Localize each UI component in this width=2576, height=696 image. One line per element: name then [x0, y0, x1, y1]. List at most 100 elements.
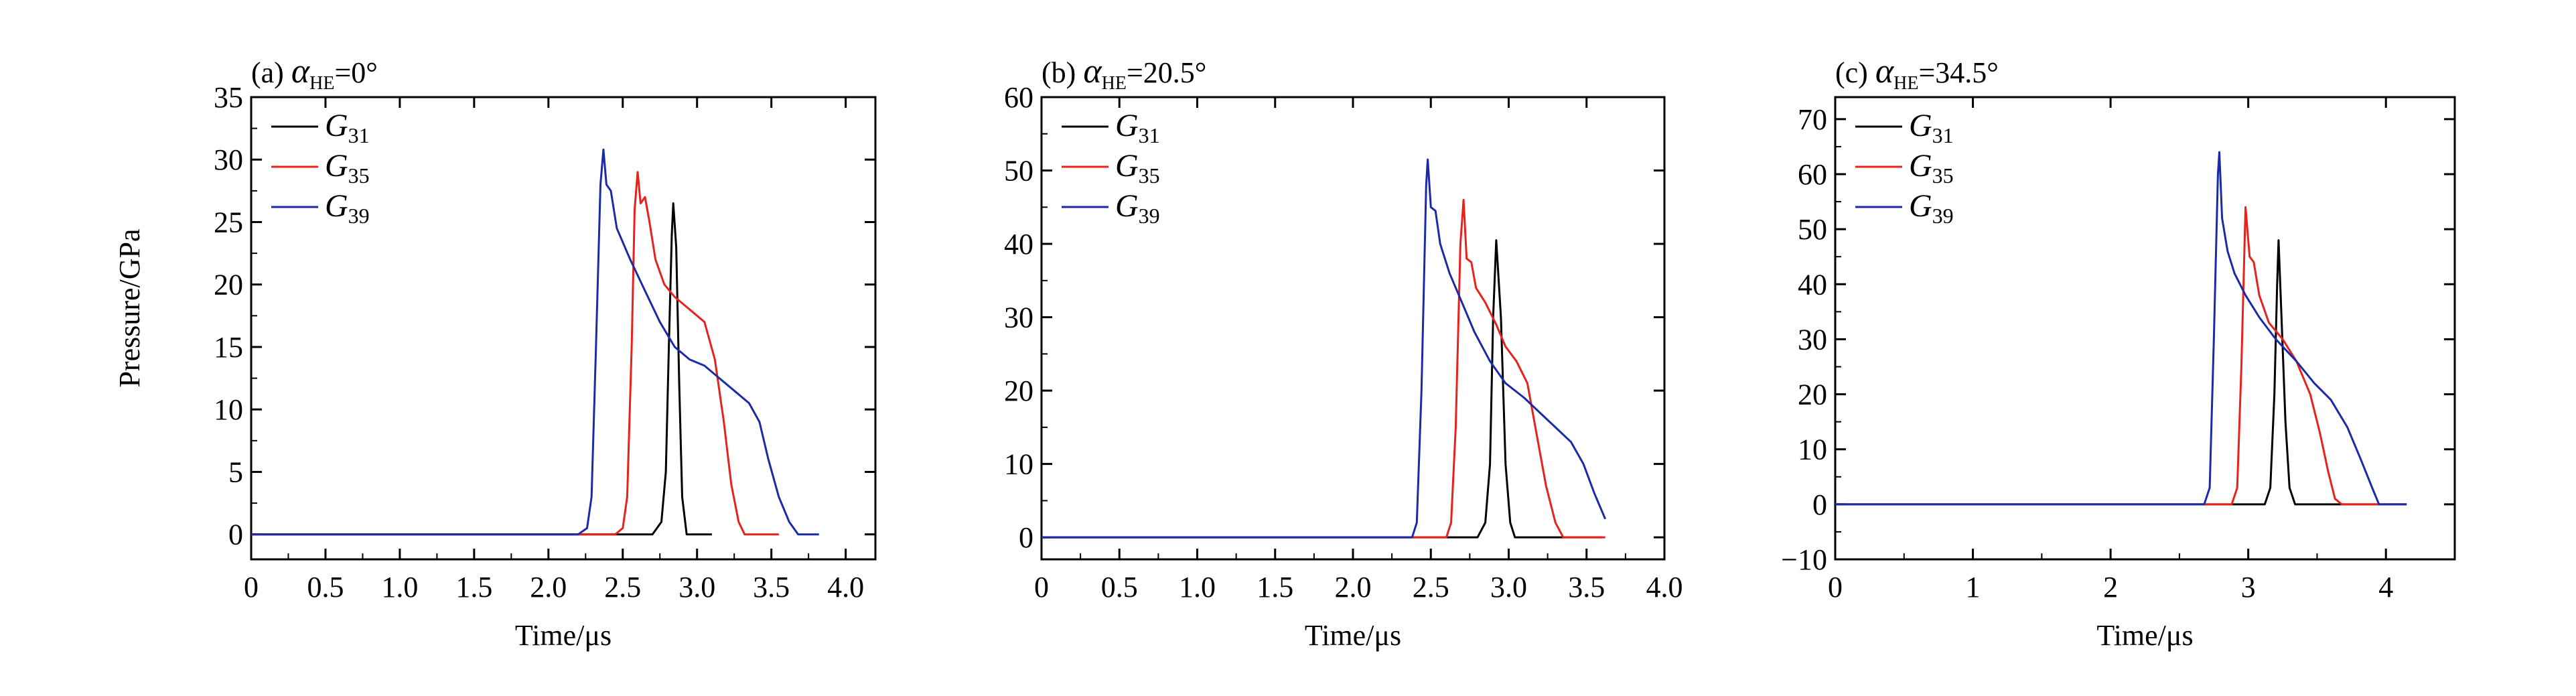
y-tick-label-b: 0 [1019, 521, 1033, 554]
x-tick-label-a: 0 [244, 571, 259, 604]
legend-main: G [1115, 108, 1139, 143]
x-axis-label-a: Time/μs [515, 619, 612, 652]
series-group-a [251, 148, 819, 536]
legend-entry-g39-a: G39 [325, 188, 370, 228]
legend-main: G [1909, 188, 1932, 224]
legend-sub: 31 [1932, 123, 1954, 147]
series-line-g35-c [1835, 206, 2407, 506]
y-tick-label-a: 35 [214, 81, 243, 114]
x-tick-label-b: 1.5 [1257, 571, 1293, 604]
panel-a: 0 0.5 1.0 1.5 2.0 2.5 3.0 3.5 4.0 0 5 10 15 20 25 30 35 T… [214, 52, 877, 652]
panel-title-alpha: α [291, 52, 311, 90]
y-tick-label-a: 20 [214, 269, 243, 301]
series-line-g39-a [251, 148, 819, 536]
plot-frame-c [1834, 96, 2456, 561]
x-tick-label-b: 2.0 [1335, 571, 1372, 604]
y-tick-label-b: 50 [1004, 155, 1033, 188]
legend-entry-g35-c: G35 [1909, 148, 1954, 188]
y-axis-label: Pressure/GPa [113, 228, 146, 387]
x-tick-label-a: 0.5 [307, 571, 344, 604]
y-tick-label-c: 0 [1812, 488, 1827, 521]
panel-title-value: =0° [334, 56, 377, 89]
x-tick-label-c: 4 [2378, 571, 2393, 604]
legend-entry-g31-b: G31 [1115, 108, 1160, 147]
x-tick-label-a: 1.0 [381, 571, 418, 604]
legend-entry-g39-b: G39 [1115, 188, 1160, 228]
y-tick-label-c: 20 [1798, 378, 1827, 411]
legend-entry-g31-c: G31 [1909, 108, 1954, 147]
x-tick-label-a: 4.0 [827, 571, 864, 604]
series-line-g35-b [1042, 198, 1605, 539]
x-tick-label-c: 2 [2103, 571, 2118, 604]
y-tick-label-b: 60 [1004, 81, 1033, 114]
legend-main: G [1115, 148, 1139, 184]
x-tick-label-c: 0 [1828, 571, 1843, 604]
legend-main: G [1909, 148, 1932, 184]
y-tick-label-b: 10 [1004, 448, 1033, 481]
panel-title-subscript: HE [1102, 73, 1127, 94]
y-tick-label-c: 70 [1798, 103, 1827, 136]
series-line-g31-c [1835, 239, 2407, 506]
panel-title-label: (a) [251, 56, 291, 89]
x-tick-label-a: 3.5 [753, 571, 790, 604]
series-line-g39-c [1835, 151, 2407, 506]
y-tick-label-b: 20 [1004, 374, 1033, 407]
legend-sub: 31 [348, 123, 370, 147]
legend-sub: 35 [1139, 163, 1160, 188]
y-tick-label-a: 5 [228, 456, 243, 488]
y-tick-label-c: −10 [1781, 543, 1827, 576]
x-axis-label-b: Time/μs [1305, 619, 1401, 652]
x-tick-label-b: 0.5 [1101, 571, 1138, 604]
legend-sub: 35 [1932, 163, 1954, 188]
y-tick-label-c: 30 [1798, 323, 1827, 356]
y-tick-label-a: 30 [214, 143, 243, 176]
legend-main: G [1909, 108, 1932, 143]
legend-entry-g31-a: G31 [325, 108, 370, 147]
x-tick-label-c: 1 [1966, 571, 1981, 604]
x-tick-label-a: 2.0 [530, 571, 567, 604]
x-tick-label-b: 0 [1034, 571, 1049, 604]
y-tick-label-b: 30 [1004, 301, 1033, 334]
x-tick-label-b: 1.0 [1179, 571, 1216, 604]
series-group-b [1042, 158, 1607, 539]
y-tick-label-a: 25 [214, 206, 243, 238]
series-group-c [1835, 151, 2407, 506]
series-line-g35-a [251, 171, 779, 536]
y-tick-label-a: 0 [228, 518, 243, 551]
legend-sub: 35 [348, 163, 370, 188]
panel-title-value: =20.5° [1127, 56, 1206, 89]
x-tick-label-a: 1.5 [455, 571, 492, 604]
y-tick-label-b: 40 [1004, 228, 1033, 261]
legend-main: G [1115, 188, 1139, 224]
x-tick-label-a: 2.5 [604, 571, 641, 604]
legend-sub: 39 [1139, 204, 1160, 228]
y-tick-label-c: 10 [1798, 433, 1827, 466]
panel-title-alpha: α [1083, 52, 1102, 90]
x-tick-label-b: 3.5 [1568, 571, 1605, 604]
series-line-g31-a [251, 202, 712, 536]
y-tick-label-c: 40 [1798, 268, 1827, 301]
legend-sub: 39 [348, 204, 370, 228]
legend-sub: 39 [1932, 204, 1954, 228]
panel-title-label: (c) [1835, 56, 1875, 89]
x-tick-label-b: 2.5 [1413, 571, 1449, 604]
y-tick-label-a: 10 [214, 393, 243, 426]
y-tick-label-c: 50 [1798, 213, 1827, 246]
series-line-g31-b [1042, 239, 1602, 539]
panel-title-subscript: HE [309, 73, 334, 94]
panel-title-value: =34.5° [1918, 56, 1998, 89]
legend-main: G [325, 108, 348, 143]
panel-title-alpha: α [1875, 52, 1895, 90]
y-tick-label-a: 15 [214, 331, 243, 364]
x-tick-label-b: 4.0 [1646, 571, 1683, 604]
legend-main: G [325, 148, 348, 184]
legend-entry-g39-c: G39 [1909, 188, 1954, 228]
legend-entry-g35-a: G35 [325, 148, 370, 188]
series-line-g39-b [1042, 158, 1607, 539]
legend-entry-g35-b: G35 [1115, 148, 1160, 188]
x-axis-label-c: Time/μs [2096, 619, 2193, 652]
panel-b: 0 0.5 1.0 1.5 2.0 2.5 3.0 3.5 4.0 0 10 20 30 40 50 60 Ti… [1004, 52, 1683, 652]
x-tick-label-c: 3 [2241, 571, 2256, 604]
